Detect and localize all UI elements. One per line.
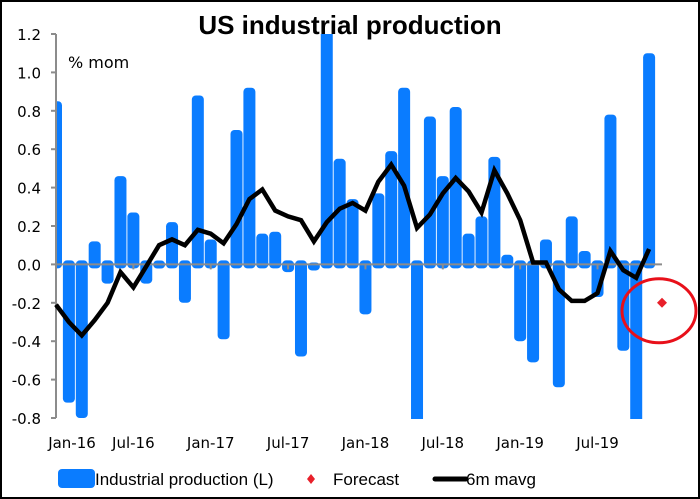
x-tick-label: Jul-17 (266, 434, 310, 452)
bar (462, 233, 475, 269)
bar (269, 231, 282, 269)
y-tick-label: 1.0 (17, 64, 41, 82)
bar (127, 212, 140, 269)
bar (527, 260, 540, 363)
forecast-highlight-circle (620, 277, 698, 345)
bar (604, 114, 617, 269)
y-tick-label: 0.2 (17, 218, 41, 236)
bar (359, 260, 372, 315)
x-tick-label: Jan-19 (495, 434, 544, 452)
bar (230, 130, 243, 269)
forecast-point (657, 297, 667, 308)
legend-swatch-industrial-production (58, 469, 95, 488)
bar (385, 151, 398, 269)
legend-label-mavg: 6m mavg (466, 470, 536, 489)
legend-label-industrial-production: Industrial production (L) (95, 470, 274, 489)
x-tick-label: Jul-19 (575, 434, 619, 452)
x-tick-label: Jan-18 (341, 434, 390, 452)
bar (294, 260, 307, 357)
bar (630, 260, 643, 419)
bar (217, 260, 230, 340)
y-tick-label: -0.6 (12, 372, 41, 390)
bar (114, 176, 127, 269)
bar (88, 241, 101, 269)
y-axis-ticks (51, 33, 56, 419)
bar (56, 101, 62, 269)
bar (475, 216, 488, 269)
bar (204, 239, 217, 269)
legend-swatch-forecast (307, 474, 315, 484)
bar (372, 193, 385, 269)
bar (191, 95, 204, 269)
y-tick-label: 0.8 (17, 103, 41, 121)
y-tick-label: 0.4 (17, 180, 41, 198)
forecast-series (657, 297, 667, 308)
bar (256, 233, 269, 269)
bar (75, 260, 88, 418)
legend: Industrial production (L) Forecast 6m ma… (58, 469, 536, 489)
mavg-line (54, 160, 652, 339)
bar (320, 34, 333, 269)
bar (578, 250, 591, 269)
legend-label-forecast: Forecast (333, 470, 399, 489)
x-tick-label: Jul-16 (111, 434, 155, 452)
x-tick-label: Jan-16 (47, 434, 96, 452)
y-tick-label: -0.2 (12, 295, 41, 313)
unit-label: % mom (68, 53, 129, 72)
chart-title: US industrial production (198, 10, 501, 40)
x-tick-label: Jul-18 (421, 434, 465, 452)
bar (643, 53, 656, 269)
bar (140, 260, 153, 284)
bar (166, 222, 179, 269)
bar (501, 254, 514, 269)
bar (565, 216, 578, 269)
x-tick-label: Jan-17 (186, 434, 235, 452)
bar (101, 260, 114, 284)
plot-area (51, 33, 698, 419)
bar-series (56, 34, 656, 419)
bar (243, 87, 256, 269)
bar (346, 199, 359, 269)
bar (398, 87, 411, 269)
y-tick-label: 1.2 (17, 26, 41, 44)
bar (423, 116, 436, 269)
bar (62, 260, 75, 403)
x-axis-labels: Jan-16 Jul-16 Jan-17 Jul-17 Jan-18 Jul-18 Jan-… (47, 434, 619, 452)
y-axis-labels: 1.2 1.0 0.8 0.6 0.4 0.2 0.0 -0.2 -0.4 -0.6 -0.8 (12, 26, 41, 428)
bar (449, 106, 462, 269)
y-tick-label: 0.6 (17, 141, 41, 159)
y-tick-label: -0.4 (12, 333, 41, 351)
y-tick-label: 0.0 (17, 256, 41, 274)
bar (178, 260, 191, 303)
bar (411, 260, 424, 419)
bar (333, 158, 346, 269)
bar (514, 260, 527, 342)
y-tick-label: -0.8 (12, 410, 41, 428)
